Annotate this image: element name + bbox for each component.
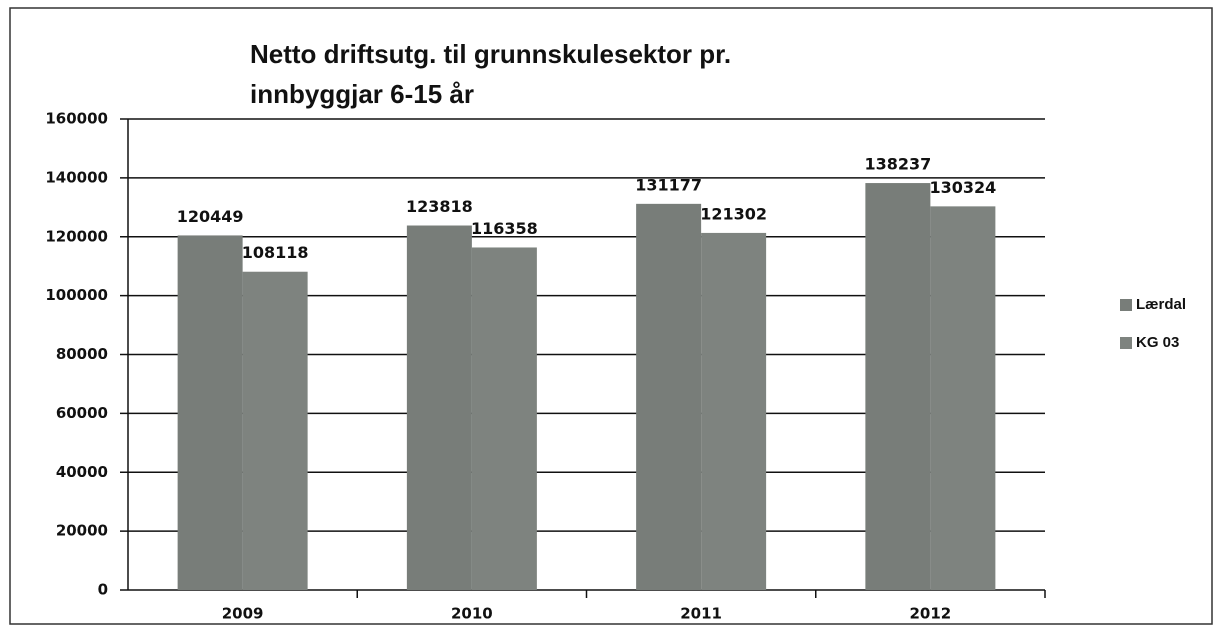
y-tick-label: 20000 [56, 522, 108, 540]
value-label: 121302 [700, 204, 767, 223]
bar [406, 225, 472, 591]
value-label: 130324 [929, 178, 996, 197]
bar [242, 271, 308, 590]
chart-frame [9, 7, 1213, 625]
y-tick-label: 120000 [45, 227, 108, 245]
y-tick-label: 160000 [45, 110, 108, 128]
value-label: 116358 [471, 219, 538, 238]
legend-label: KG 03 [1136, 334, 1179, 351]
x-tick-label: 2010 [451, 605, 493, 623]
bar [865, 183, 931, 591]
value-label: 138237 [864, 155, 931, 174]
chart-title: Netto driftsutg. til grunnskulesektor pr… [250, 39, 732, 109]
bar [930, 206, 996, 591]
value-label: 123818 [406, 197, 473, 216]
y-tick-label: 40000 [56, 463, 108, 481]
legend-swatch [1120, 299, 1132, 311]
x-tick-label: 2011 [680, 605, 722, 623]
x-tick-label: 2009 [222, 605, 264, 623]
legend-label: Lærdal [1136, 296, 1186, 313]
y-tick-label: 60000 [56, 404, 108, 422]
x-tick-label: 2012 [910, 605, 952, 623]
y-tick-label: 0 [98, 581, 108, 599]
value-label: 120449 [177, 207, 244, 226]
y-tick-label: 100000 [45, 286, 108, 304]
value-label: 108118 [242, 243, 309, 262]
y-tick-label: 140000 [45, 168, 108, 186]
bar [471, 247, 537, 590]
bar [701, 232, 767, 590]
value-label: 131177 [635, 175, 702, 194]
legend-swatch [1120, 337, 1132, 349]
y-tick-label: 80000 [56, 345, 108, 363]
bar [177, 235, 243, 590]
bar [636, 203, 702, 590]
